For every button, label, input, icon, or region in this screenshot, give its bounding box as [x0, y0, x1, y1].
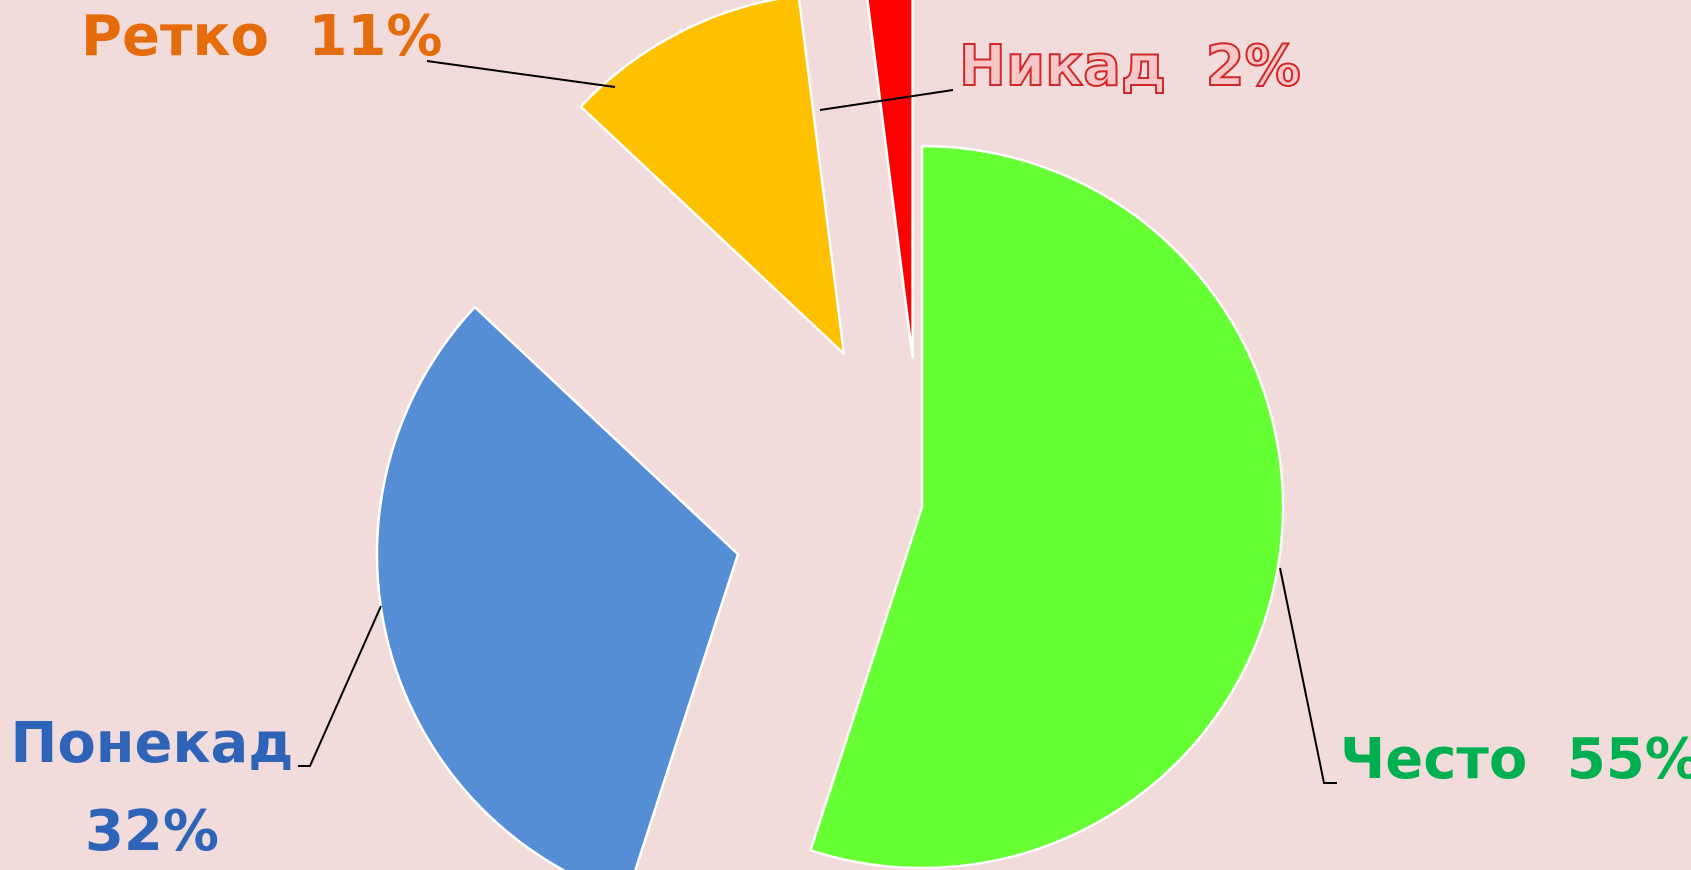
- value-label: 2%: [1206, 34, 1301, 99]
- slices: [375, 0, 1285, 870]
- leader-line: [426, 60, 616, 88]
- data-label: Никад 2%: [959, 34, 1301, 99]
- pie-slice: [579, 0, 846, 355]
- value-label: 32%: [85, 799, 219, 864]
- pie-slice: [375, 305, 740, 870]
- category-name: Често: [1340, 727, 1527, 792]
- category-name: Никад: [959, 34, 1166, 99]
- data-label: Често 55%: [1340, 727, 1691, 792]
- pie-slice: [809, 144, 1285, 870]
- value-label: 11%: [308, 4, 442, 69]
- category-name: Понекад: [10, 711, 293, 776]
- category-name: Ретко: [81, 4, 269, 69]
- leader-line: [1279, 567, 1337, 784]
- value-label: 55%: [1567, 727, 1691, 792]
- leader-line: [298, 605, 382, 767]
- leader-line: [819, 89, 954, 111]
- pie-slice: [866, 0, 914, 359]
- data-label: Ретко 11%: [81, 4, 443, 69]
